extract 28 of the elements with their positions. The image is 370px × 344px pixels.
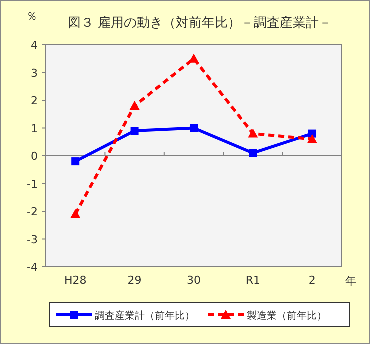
point	[130, 101, 140, 110]
y-tick-label: -4	[27, 261, 38, 274]
y-tick-label: -3	[27, 233, 38, 246]
point	[248, 128, 258, 138]
x-tick-label: H28	[64, 274, 87, 287]
y-tick-label: 0	[31, 150, 38, 163]
y-tick-label: 3	[31, 66, 38, 80]
y-tick-label: 4	[31, 39, 38, 52]
point	[70, 209, 81, 218]
title: 図３ 雇用の動き（対前年比）－調査産業計－	[68, 16, 332, 31]
y-tick-label: -2	[27, 206, 38, 218]
y-tick-label: -1	[27, 178, 38, 191]
legend-label: 調査産業計（前年比）	[95, 310, 195, 322]
y-tick-label: 2	[31, 94, 38, 108]
y-tick-label: 1	[31, 122, 38, 136]
point	[72, 158, 80, 166]
x-tick-label: 30	[187, 274, 201, 287]
ylabel: ％	[26, 10, 38, 23]
x-tick-label: 29	[128, 274, 142, 287]
point	[249, 149, 258, 158]
point	[190, 124, 198, 132]
x-tick-label: R1	[246, 274, 261, 287]
legend-label: 製造業（前年比）	[247, 310, 327, 322]
point	[307, 134, 318, 144]
point	[130, 127, 139, 136]
point	[189, 54, 199, 63]
xlabel: 年	[346, 275, 356, 288]
x-tick-label: 2	[308, 274, 316, 287]
